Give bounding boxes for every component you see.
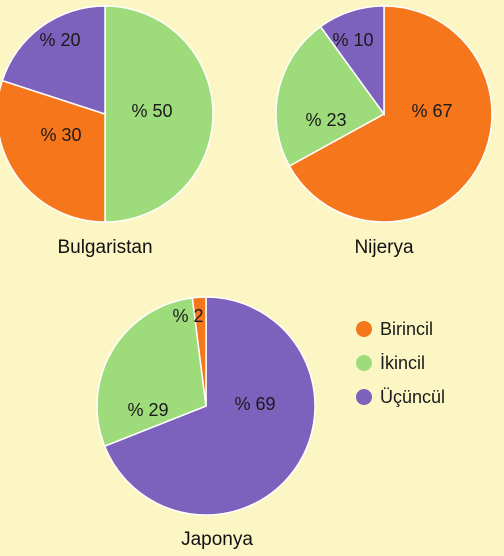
pie-slice-nijerya-üçüncül xyxy=(319,5,385,117)
slice-label-nijerya-birincil: % 67 xyxy=(411,101,452,121)
chart-title-nijerya: Nijerya xyxy=(354,237,414,258)
legend-label-birincil: Birincil xyxy=(380,319,433,339)
slice-label-bulgaristan-i̇kincil: % 50 xyxy=(131,101,172,121)
legend-swatch-birincil xyxy=(356,321,372,337)
legend-label-ucuncul: Üçüncül xyxy=(380,387,445,407)
pie-slice-japonya-birincil xyxy=(191,296,207,407)
legend-swatch-ucuncul xyxy=(356,389,372,405)
pie-chart-japonya: % 2 % 29 % 69 xyxy=(96,296,316,516)
pie-slice-japonya-i̇kincil xyxy=(96,297,207,448)
slice-label-bulgaristan-üçüncül: % 20 xyxy=(39,30,80,50)
slice-label-japonya-üçüncül: % 69 xyxy=(234,394,275,414)
pie-slice-bulgaristan-üçüncül xyxy=(1,5,106,116)
chart-title-japonya: Japonya xyxy=(181,529,253,550)
slice-label-japonya-i̇kincil: % 29 xyxy=(127,400,168,420)
pie-slice-japonya-üçüncül xyxy=(103,296,316,516)
legend: Birincil İkincil Üçüncül xyxy=(356,319,445,407)
pie-slice-nijerya-i̇kincil xyxy=(275,25,386,168)
pie-chart-nijerya: % 67 % 23 % 10 xyxy=(275,5,493,223)
pie-slice-bulgaristan-birincil xyxy=(0,79,106,223)
legend-swatch-ikincil xyxy=(356,355,372,371)
pie-slice-nijerya-birincil xyxy=(288,5,493,223)
slice-label-nijerya-üçüncül: % 10 xyxy=(332,30,373,50)
slice-label-nijerya-i̇kincil: % 23 xyxy=(305,110,346,130)
chart-title-bulgaristan: Bulgaristan xyxy=(57,237,152,258)
pie-chart-bulgaristan: % 30 % 50 % 20 xyxy=(0,5,214,223)
legend-label-ikincil: İkincil xyxy=(380,353,425,373)
pie-slice-bulgaristan-i̇kincil xyxy=(104,5,214,223)
slice-label-bulgaristan-birincil: % 30 xyxy=(40,125,81,145)
slice-label-japonya-birincil: % 2 xyxy=(172,306,203,326)
